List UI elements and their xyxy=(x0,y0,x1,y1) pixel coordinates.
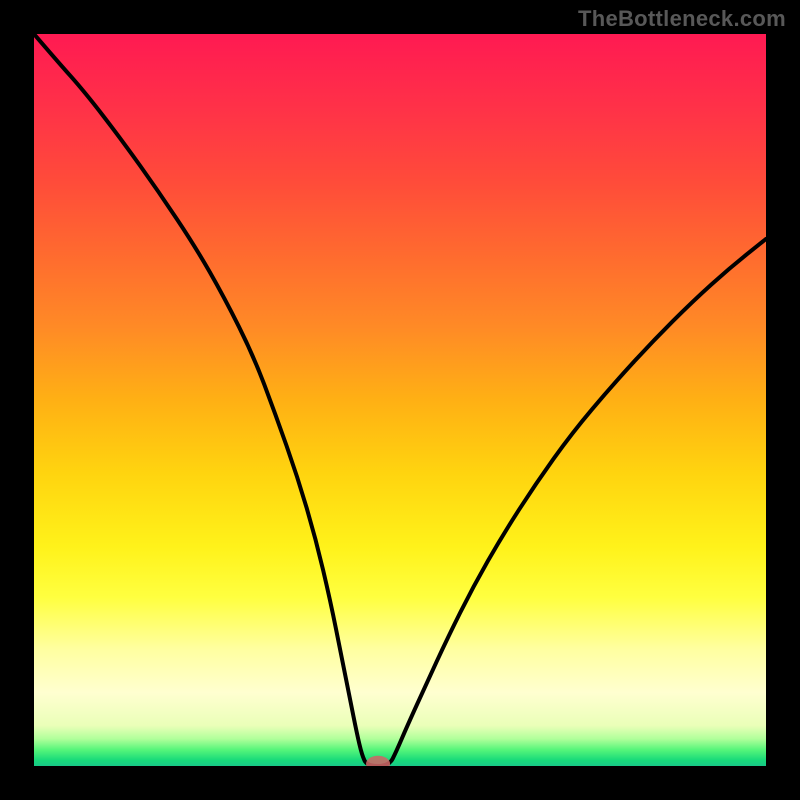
page-root: TheBottleneck.com xyxy=(0,0,800,800)
watermark-text: TheBottleneck.com xyxy=(578,6,786,32)
vertex-marker xyxy=(366,756,390,766)
plot-area xyxy=(34,34,766,766)
bottleneck-curve xyxy=(34,34,766,766)
curve-overlay xyxy=(34,34,766,766)
